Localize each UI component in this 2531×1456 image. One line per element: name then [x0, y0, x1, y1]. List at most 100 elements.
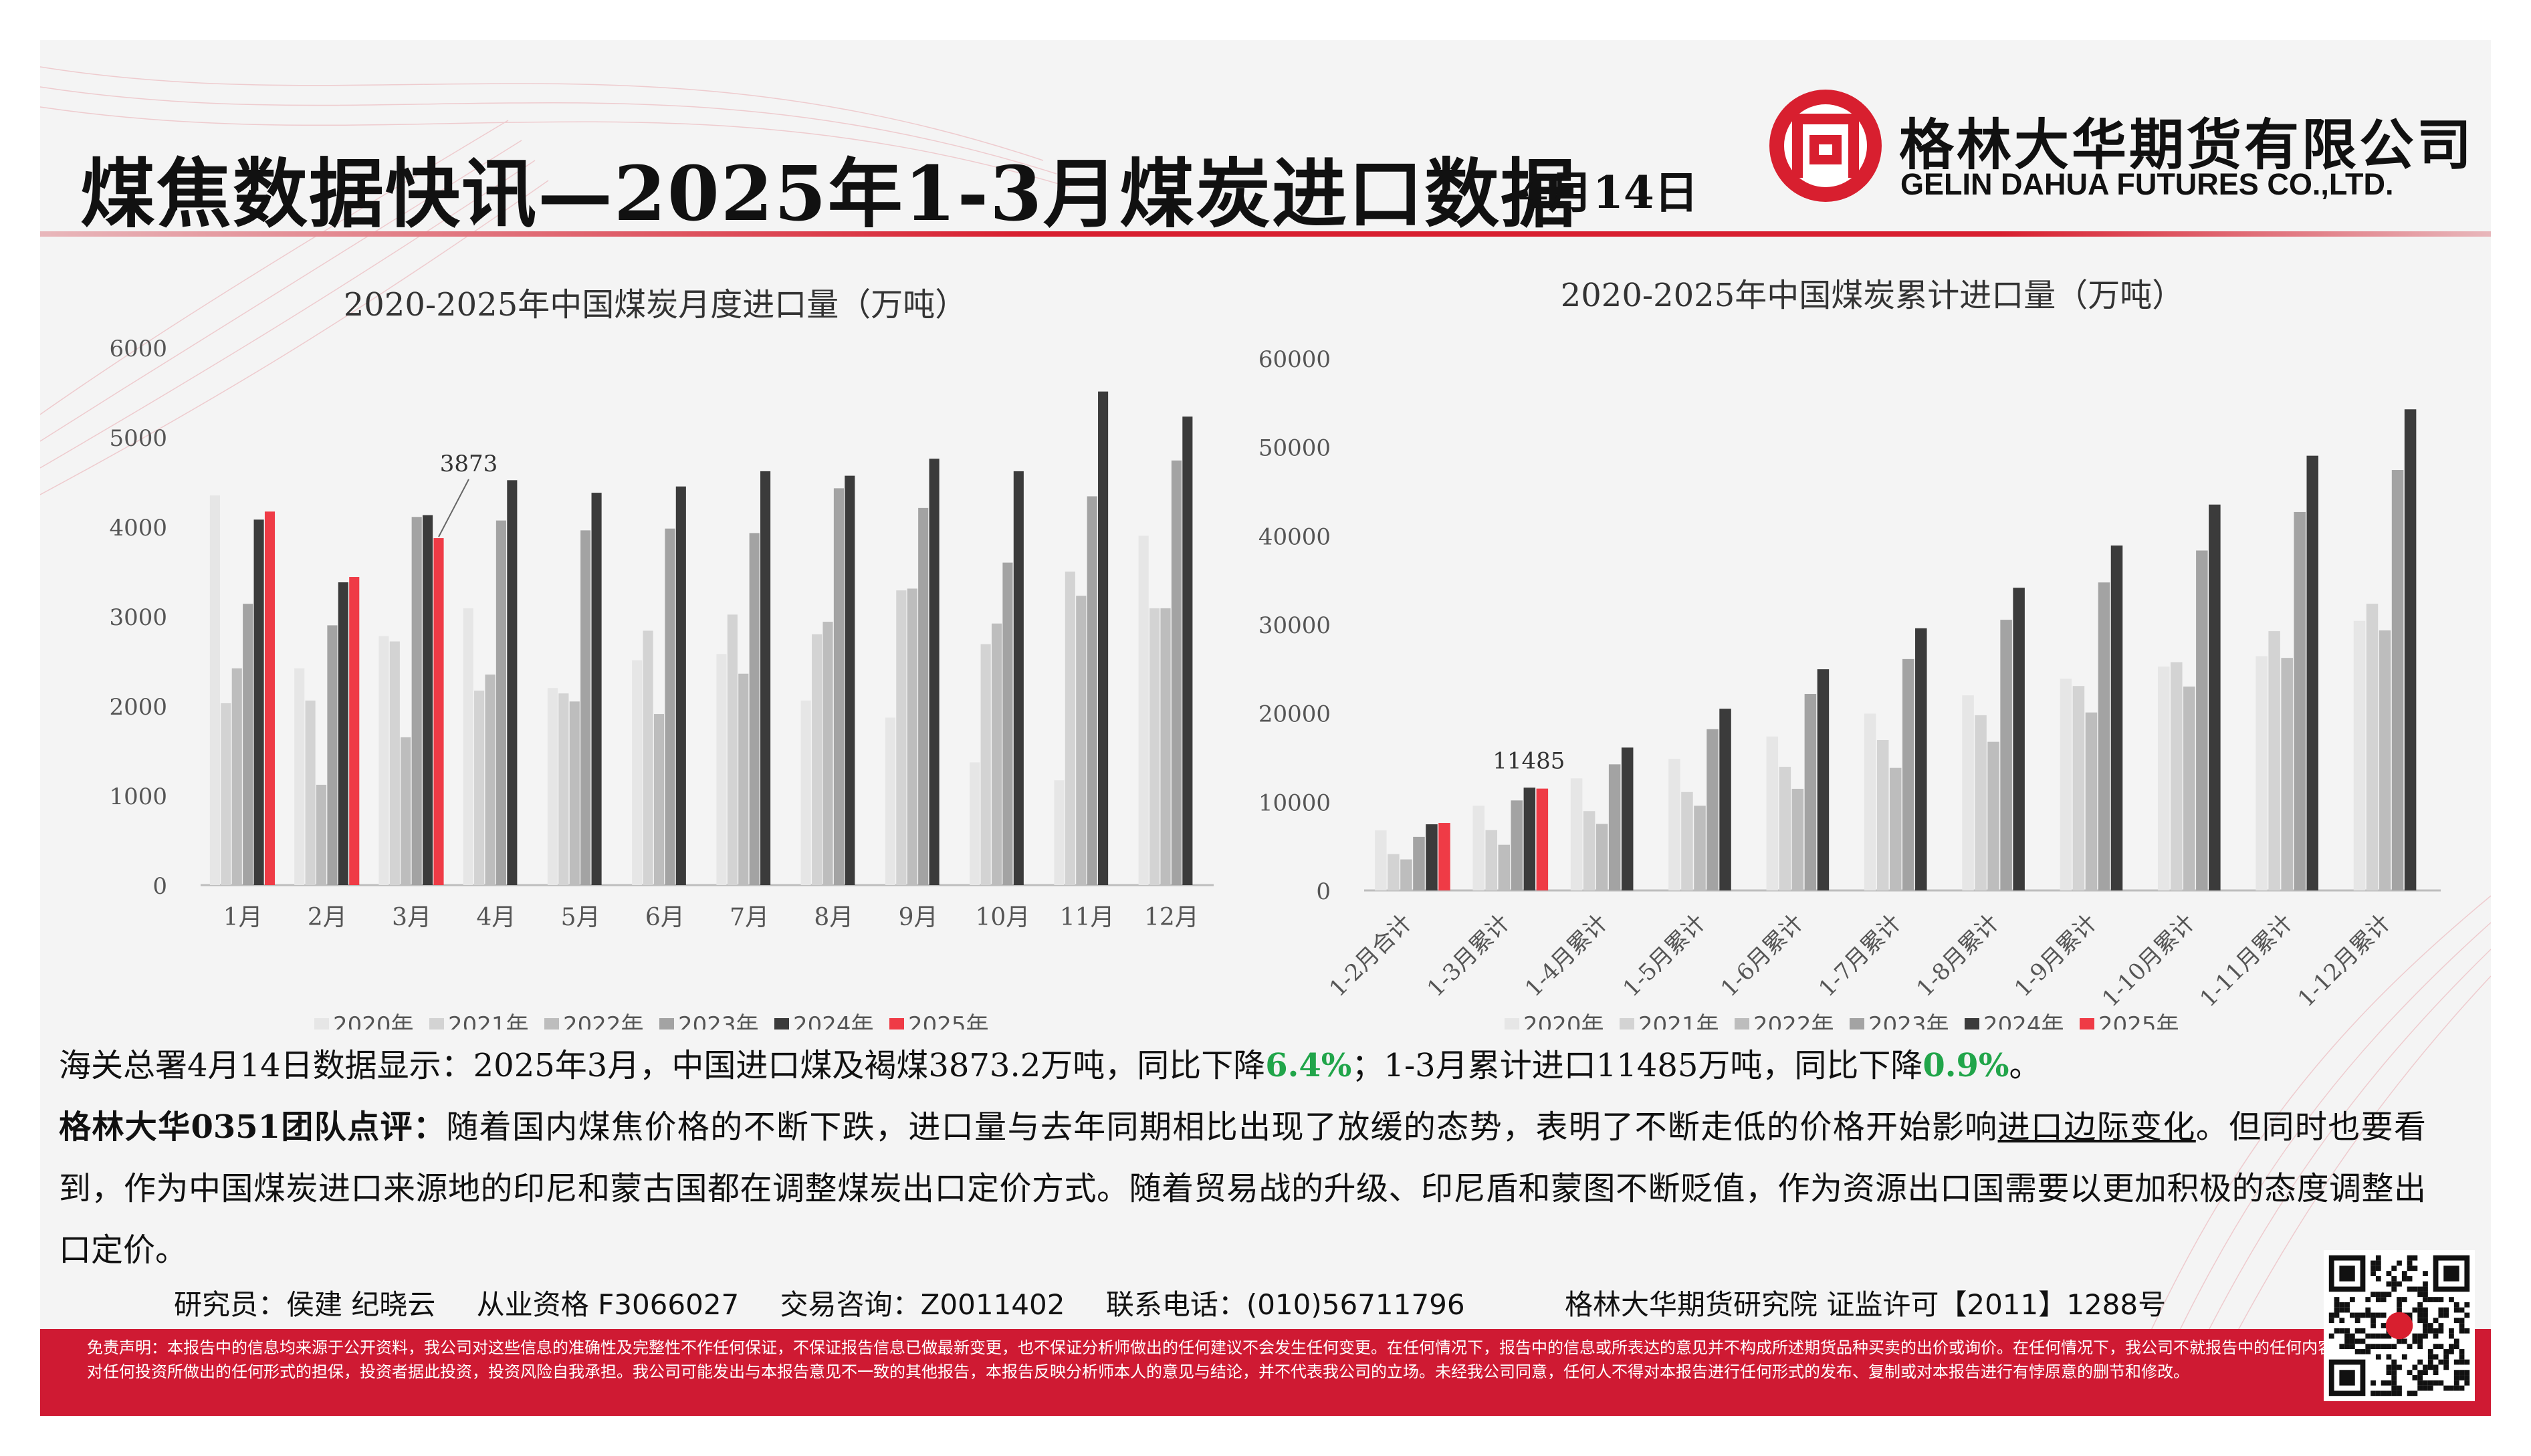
bar — [1876, 739, 1889, 890]
bar — [1902, 658, 1914, 890]
bar — [2255, 656, 2268, 890]
qr-module — [2371, 1271, 2376, 1276]
qr-module — [2407, 1370, 2413, 1376]
bar — [507, 480, 518, 885]
x-tick-label: 1-12月累计 — [2293, 909, 2396, 1012]
bar — [1002, 562, 1013, 885]
bar — [558, 693, 569, 885]
qr-module — [2459, 1318, 2465, 1324]
bar — [2268, 631, 2280, 890]
qr-module — [2459, 1349, 2465, 1354]
qr-module — [2423, 1323, 2428, 1328]
qr-module — [2449, 1385, 2454, 1391]
qr-module — [2417, 1292, 2423, 1298]
qr-module — [2443, 1359, 2449, 1365]
qr-module — [2328, 1333, 2334, 1339]
qr-module — [2354, 1328, 2360, 1334]
annotation-leader — [438, 479, 469, 537]
qr-module — [2334, 1302, 2340, 1308]
qr-module — [2443, 1364, 2449, 1370]
qr-module — [2453, 1385, 2459, 1391]
qr-module — [2381, 1292, 2387, 1298]
qr-module — [2449, 1297, 2454, 1302]
footer-institute: 格林大华期货研究院 证监许可【2011】1288号 — [1565, 1288, 2167, 1321]
comment-underlined: 进口边际变化 — [1997, 1108, 2196, 1146]
bar — [1485, 830, 1497, 890]
bar — [1087, 496, 1097, 885]
bar — [2085, 712, 2098, 890]
bar — [800, 700, 811, 885]
bar — [675, 486, 686, 885]
qr-module — [2464, 1359, 2470, 1365]
qr-module — [2375, 1354, 2381, 1360]
qr-module — [2375, 1333, 2381, 1339]
qr-module — [2375, 1390, 2381, 1397]
qr-module — [2381, 1390, 2387, 1397]
qr-module — [2407, 1260, 2413, 1266]
qr-module — [2375, 1344, 2381, 1350]
bar — [1511, 800, 1523, 890]
bar — [580, 530, 591, 885]
qr-module — [2371, 1344, 2376, 1350]
qr-module — [2417, 1359, 2423, 1365]
qr-module — [2386, 1370, 2392, 1376]
bar — [1668, 759, 1680, 890]
qr-module — [2433, 1333, 2439, 1339]
x-tick-label: 8月 — [814, 904, 853, 931]
bar — [738, 673, 749, 885]
qr-module — [2417, 1318, 2423, 1324]
data-label: 3873 — [440, 451, 498, 477]
qr-module — [2417, 1333, 2423, 1339]
qr-module — [2354, 1318, 2360, 1324]
qr-module — [2438, 1328, 2444, 1334]
bar — [812, 634, 822, 885]
qr-module — [2438, 1312, 2444, 1318]
qr-module — [2433, 1354, 2439, 1360]
qr-module — [2391, 1390, 2397, 1397]
bar — [411, 517, 422, 885]
qr-module — [2391, 1265, 2397, 1271]
bar — [1719, 709, 1731, 890]
y-tick-label: 10000 — [1258, 790, 1331, 816]
legend-swatch — [544, 1018, 559, 1029]
y-tick-label: 1000 — [109, 783, 167, 810]
qr-module — [2459, 1359, 2465, 1365]
qr-module — [2354, 1312, 2360, 1318]
qr-module — [2453, 1344, 2459, 1350]
bar — [401, 737, 411, 885]
qr-module — [2423, 1333, 2428, 1339]
bar — [474, 691, 485, 885]
qr-module — [2381, 1380, 2387, 1386]
qr-module — [2438, 1344, 2444, 1350]
x-tick-label: 1-5月累计 — [1618, 909, 1711, 1002]
qr-module — [2386, 1271, 2392, 1276]
bar — [980, 644, 991, 885]
qr-module — [2349, 1297, 2355, 1302]
legend-swatch — [659, 1018, 674, 1029]
y-tick-label: 60000 — [1258, 346, 1331, 373]
qr-module — [2407, 1344, 2413, 1350]
x-tick-label: 2月 — [308, 904, 347, 931]
bar — [389, 641, 400, 885]
comment-lead: 格林大华0351团队点评： — [59, 1108, 447, 1146]
qr-module — [2453, 1318, 2459, 1324]
bar — [2196, 550, 2208, 890]
qr-module — [2433, 1370, 2439, 1376]
bar — [1472, 806, 1484, 890]
bar — [1536, 788, 1549, 890]
summary-text-e: 。 — [2009, 1047, 2042, 1084]
qr-module — [2412, 1364, 2418, 1370]
data-label: 11485 — [1493, 748, 1565, 775]
qr-module — [2401, 1271, 2407, 1276]
qr-module — [2391, 1370, 2397, 1376]
qr-module — [2344, 1344, 2350, 1350]
report-date: 4月14日 — [1518, 166, 1698, 219]
footer-researcher: 研究员：侯建 纪晓云 — [174, 1288, 436, 1321]
qr-module — [2381, 1312, 2387, 1318]
qr-module — [2412, 1286, 2418, 1292]
qr-module — [2328, 1312, 2334, 1318]
y-tick-label: 0 — [1316, 878, 1331, 905]
x-tick-label: 12月 — [1144, 904, 1199, 931]
qr-module — [2427, 1359, 2433, 1365]
bar — [1583, 811, 1595, 890]
